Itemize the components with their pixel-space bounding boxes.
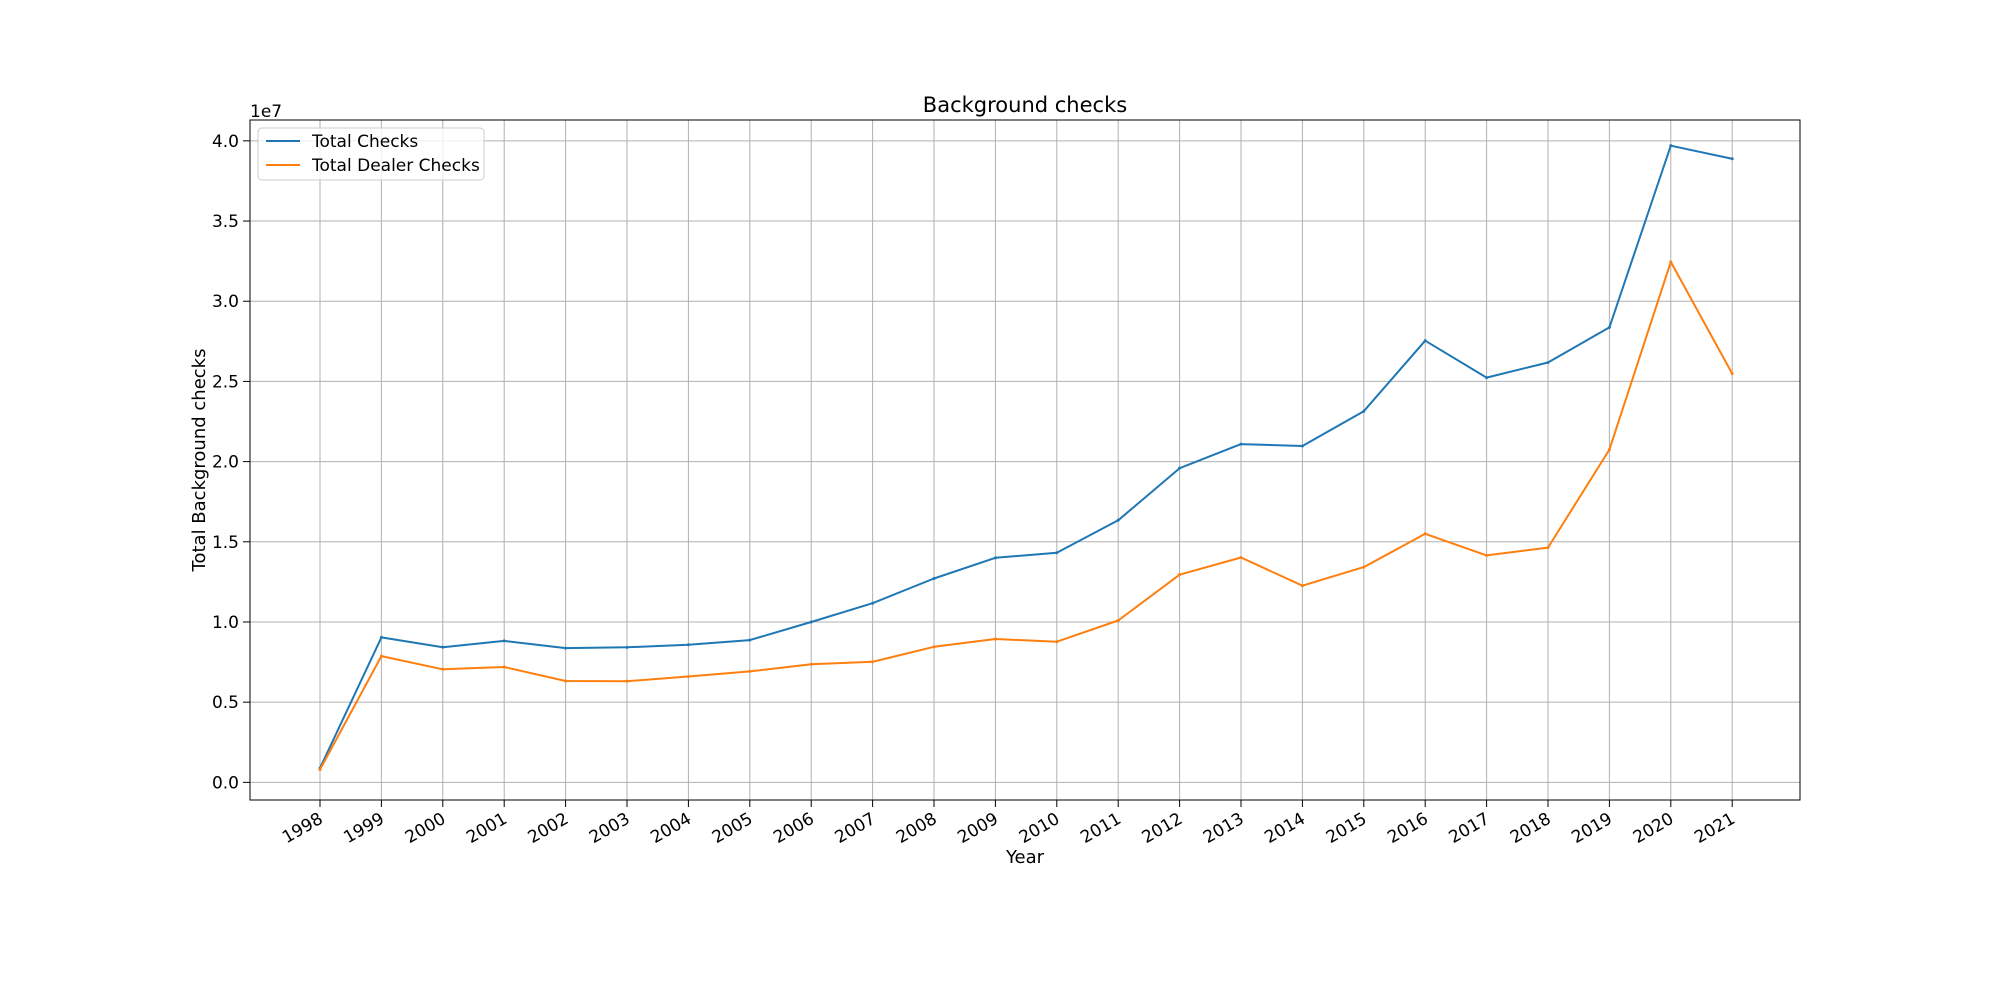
data-point-total-checks — [1546, 360, 1550, 364]
data-point-total-checks — [1730, 157, 1734, 161]
chart-title: Background checks — [923, 93, 1127, 117]
x-tick-label: 2000 — [402, 809, 449, 848]
data-point-total-checks — [1669, 144, 1673, 148]
y-tick-label: 2.5 — [212, 372, 239, 392]
data-point-total-checks — [564, 646, 568, 650]
y-tick-label: 2.0 — [212, 453, 239, 473]
data-point-total-checks — [1300, 444, 1304, 448]
x-tick-label: 2019 — [1568, 809, 1615, 848]
y-tick-label: 3.0 — [212, 292, 239, 312]
plot-area-frame — [249, 119, 1801, 801]
data-point-total-checks — [1362, 409, 1366, 413]
x-axis: 1998 1999 2000 2001 2002 2003 2004 2005 2006 2007… — [279, 800, 1739, 848]
data-point-total-dealer-checks — [441, 667, 445, 671]
x-tick-label: 2013 — [1200, 809, 1247, 848]
data-point-total-checks — [1239, 442, 1243, 446]
data-point-total-checks — [748, 638, 752, 642]
data-point-total-dealer-checks — [686, 675, 690, 679]
x-tick-label: 2020 — [1630, 809, 1677, 848]
data-point-total-dealer-checks — [748, 669, 752, 673]
x-tick-label: 2005 — [709, 809, 756, 848]
series-lines — [318, 144, 1734, 772]
data-point-total-dealer-checks — [1178, 573, 1182, 577]
data-point-total-checks — [379, 635, 383, 639]
data-point-total-dealer-checks — [1485, 553, 1489, 557]
x-tick-label: 2003 — [586, 809, 633, 848]
data-point-total-checks — [502, 639, 506, 643]
data-point-total-dealer-checks — [1423, 532, 1427, 536]
x-tick-label: 2017 — [1446, 809, 1493, 848]
x-axis-label: Year — [1005, 847, 1045, 868]
data-point-total-checks — [686, 643, 690, 647]
data-point-total-dealer-checks — [625, 679, 629, 683]
x-tick-label: 2021 — [1691, 809, 1738, 848]
data-point-total-dealer-checks — [379, 654, 383, 658]
data-point-total-dealer-checks — [502, 665, 506, 669]
data-point-total-checks — [932, 577, 936, 581]
x-tick-label: 2014 — [1261, 809, 1308, 848]
grid-lines — [250, 120, 1800, 800]
y-tick-label: 0.5 — [212, 693, 239, 713]
data-point-total-dealer-checks — [564, 679, 568, 683]
data-point-total-checks — [1607, 325, 1611, 329]
legend-label-total-checks: Total Checks — [311, 132, 418, 152]
data-point-total-checks — [625, 645, 629, 649]
data-point-total-dealer-checks — [1607, 448, 1611, 452]
data-point-total-dealer-checks — [1300, 584, 1304, 588]
y-tick-label: 4.0 — [212, 132, 239, 152]
legend-box — [257, 127, 485, 181]
data-point-total-checks — [871, 601, 875, 605]
data-point-total-dealer-checks — [1669, 260, 1673, 264]
data-point-total-dealer-checks — [993, 637, 997, 641]
legend-label-total-dealer-checks: Total Dealer Checks — [311, 156, 480, 176]
data-point-total-dealer-checks — [932, 645, 936, 649]
data-point-total-checks — [809, 620, 813, 624]
x-tick-label: 2018 — [1507, 809, 1554, 848]
data-point-total-dealer-checks — [1055, 640, 1059, 644]
x-tick-label: 2012 — [1139, 809, 1186, 848]
y-tick-label: 3.5 — [212, 212, 239, 232]
data-point-total-dealer-checks — [1239, 556, 1243, 560]
data-point-total-checks — [1485, 376, 1489, 380]
data-point-total-dealer-checks — [1730, 372, 1734, 376]
data-point-total-checks — [1116, 518, 1120, 522]
data-point-total-dealer-checks — [1116, 619, 1120, 623]
y-tick-label: 1.0 — [212, 613, 239, 633]
legend: Total Checks Total Dealer Checks — [257, 127, 485, 181]
x-tick-label: 2010 — [1016, 809, 1063, 848]
x-tick-label: 2002 — [525, 809, 572, 848]
x-tick-label: 2016 — [1384, 809, 1431, 848]
data-point-total-dealer-checks — [1362, 565, 1366, 569]
y-axis-label: Total Background checks — [189, 349, 210, 573]
data-point-total-checks — [1423, 339, 1427, 343]
x-tick-label: 2004 — [647, 809, 694, 848]
x-tick-label: 2008 — [893, 809, 940, 848]
data-point-total-dealer-checks — [871, 660, 875, 664]
x-tick-label: 2006 — [770, 809, 817, 848]
data-point-total-checks — [1055, 551, 1059, 555]
y-tick-label: 1.5 — [212, 533, 239, 553]
y-axis-offset-label: 1e7 — [250, 102, 282, 122]
data-point-total-checks — [993, 556, 997, 560]
data-point-total-dealer-checks — [809, 662, 813, 666]
series-line-total-dealer-checks — [318, 260, 1734, 771]
x-tick-label: 2001 — [463, 809, 510, 848]
x-tick-label: 2009 — [954, 809, 1001, 848]
y-tick-label: 0.0 — [212, 773, 239, 793]
data-point-total-dealer-checks — [318, 768, 322, 772]
x-tick-label: 1999 — [340, 809, 387, 848]
y-axis: 0.0 0.5 1.0 1.5 2.0 2.5 3.0 3.5 4.0 — [212, 132, 250, 793]
series-line-total-checks — [318, 144, 1734, 770]
x-tick-label: 2015 — [1323, 809, 1370, 848]
x-tick-label: 2011 — [1077, 809, 1124, 848]
data-point-total-checks — [1178, 466, 1182, 470]
x-tick-label: 2007 — [832, 809, 879, 848]
data-point-total-checks — [441, 645, 445, 649]
x-tick-label: 1998 — [279, 809, 326, 848]
data-point-total-dealer-checks — [1546, 546, 1550, 550]
